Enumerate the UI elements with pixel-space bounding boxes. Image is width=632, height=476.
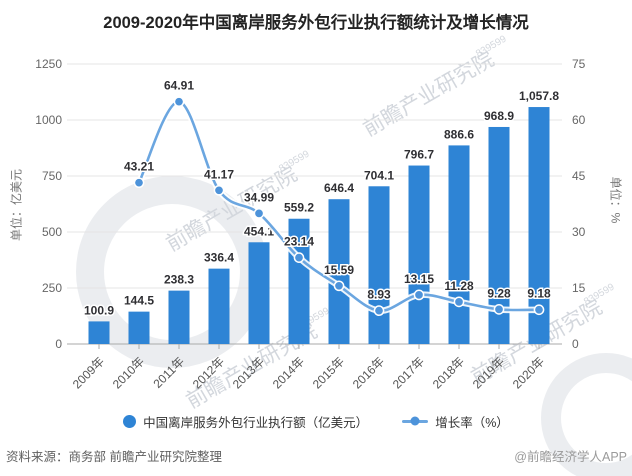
line-point (413, 289, 425, 301)
line-value-label: 9.18 (527, 287, 551, 301)
line-point (293, 252, 305, 263)
line-point (253, 208, 265, 219)
bar-value-label: 336.4 (204, 251, 234, 265)
left-axis-tick-label: 250 (42, 281, 62, 295)
bar (328, 199, 350, 344)
bar-value-label: 968.9 (484, 109, 514, 123)
x-axis-label: 2017年 (390, 354, 427, 391)
left-axis-tick-label: 750 (42, 169, 62, 183)
bar (128, 311, 150, 344)
legend-label-execution-amount: 中国离岸服务外包行业执行额（亿美元） (143, 415, 369, 430)
line-point (493, 304, 505, 315)
bar (208, 268, 230, 344)
left-axis-tick-label: 1000 (35, 113, 62, 127)
bar-value-label: 559.2 (284, 201, 314, 215)
brand-credit-text: @前瞻经济学人APP (514, 450, 627, 464)
line-value-label: 9.28 (487, 286, 511, 300)
growth-line (137, 100, 541, 312)
legend-item-growth-rate: 增长率（%） (402, 412, 509, 431)
right-axis-tick-label: 15 (572, 281, 586, 295)
bar (408, 165, 430, 344)
bar-value-label: 886.6 (444, 127, 474, 141)
bar-value-label: 144.5 (124, 294, 154, 308)
watermark-subtext: 839599 (277, 148, 312, 174)
watermark-text: 前瞻产业研究院 (359, 48, 498, 141)
line-point (213, 184, 225, 196)
bar-value-label: 100.9 (84, 303, 114, 317)
x-axis-label: 2009年 (70, 354, 107, 391)
right-axis-tick-label: 0 (572, 337, 579, 351)
bar-value-label: 796.7 (404, 148, 434, 162)
line-value-label: 23.14 (284, 235, 314, 249)
watermark-subtext: 839599 (474, 33, 509, 59)
line-point (133, 177, 145, 189)
bar-series-marker-icon (123, 414, 137, 428)
bar (88, 321, 110, 344)
left-axis-tick-label: 1250 (35, 57, 62, 71)
line-value-label: 41.17 (204, 167, 234, 181)
bar (368, 186, 390, 344)
line-point (373, 305, 385, 317)
left-axis-tick-label: 500 (42, 225, 62, 239)
x-axis-label: 2016年 (350, 354, 387, 391)
bar (528, 107, 550, 345)
line-value-label: 15.59 (324, 263, 354, 277)
line-value-label: 43.21 (124, 160, 154, 174)
legend: 中国离岸服务外包行业执行额（亿美元） 增长率（%） (0, 411, 632, 431)
bar-value-label: 238.3 (164, 273, 194, 287)
data-source-text: 资料来源：商务部 前瞻产业研究院整理 (6, 450, 222, 464)
right-axis-tick-label: 60 (572, 113, 586, 127)
x-axis-label: 2010年 (110, 354, 147, 391)
line-series-marker-dot-icon (410, 416, 420, 426)
bar (168, 290, 190, 344)
line-value-label: 64.91 (164, 79, 194, 93)
bar (248, 242, 270, 344)
line-value-label: 8.93 (367, 288, 391, 302)
watermark-logo-icon (541, 353, 632, 476)
line-point (533, 304, 545, 316)
bar (448, 145, 470, 344)
line-point (333, 280, 345, 292)
bar-value-label: 454.1 (244, 224, 274, 238)
legend-item-execution-amount: 中国离岸服务外包行业执行额（亿美元） (123, 412, 368, 431)
line-value-label: 13.15 (404, 272, 434, 286)
bar-value-label: 1,057.8 (519, 89, 559, 103)
x-axis-label: 2018年 (430, 354, 467, 391)
right-axis-tick-label: 45 (572, 169, 586, 183)
bar (488, 126, 510, 344)
right-axis-tick-label: 75 (572, 57, 586, 71)
chart-title: 2009-2020年中国离岸服务外包行业执行额统计及增长情况 (103, 14, 529, 32)
line-value-label: 11.28 (444, 279, 474, 293)
left-axis-tick-label: 0 (55, 337, 62, 351)
line-point (173, 96, 185, 108)
watermark-subtext: 839599 (582, 281, 617, 307)
footer: 资料来源：商务部 前瞻产业研究院整理 @前瞻经济学人APP (6, 446, 627, 465)
legend-label-growth-rate: 增长率（%） (435, 415, 509, 430)
bar-value-label: 646.4 (324, 181, 354, 195)
x-axis-label: 2015年 (310, 354, 347, 391)
line-point (453, 296, 465, 308)
bar-value-label: 704.1 (364, 168, 394, 182)
right-axis-title: 单位：% (608, 176, 623, 224)
left-axis-title: 单位：亿美元 (9, 168, 24, 242)
right-axis-tick-label: 30 (572, 225, 586, 239)
line-series-marker-icon (402, 416, 429, 426)
line-value-label: 34.99 (244, 190, 274, 204)
